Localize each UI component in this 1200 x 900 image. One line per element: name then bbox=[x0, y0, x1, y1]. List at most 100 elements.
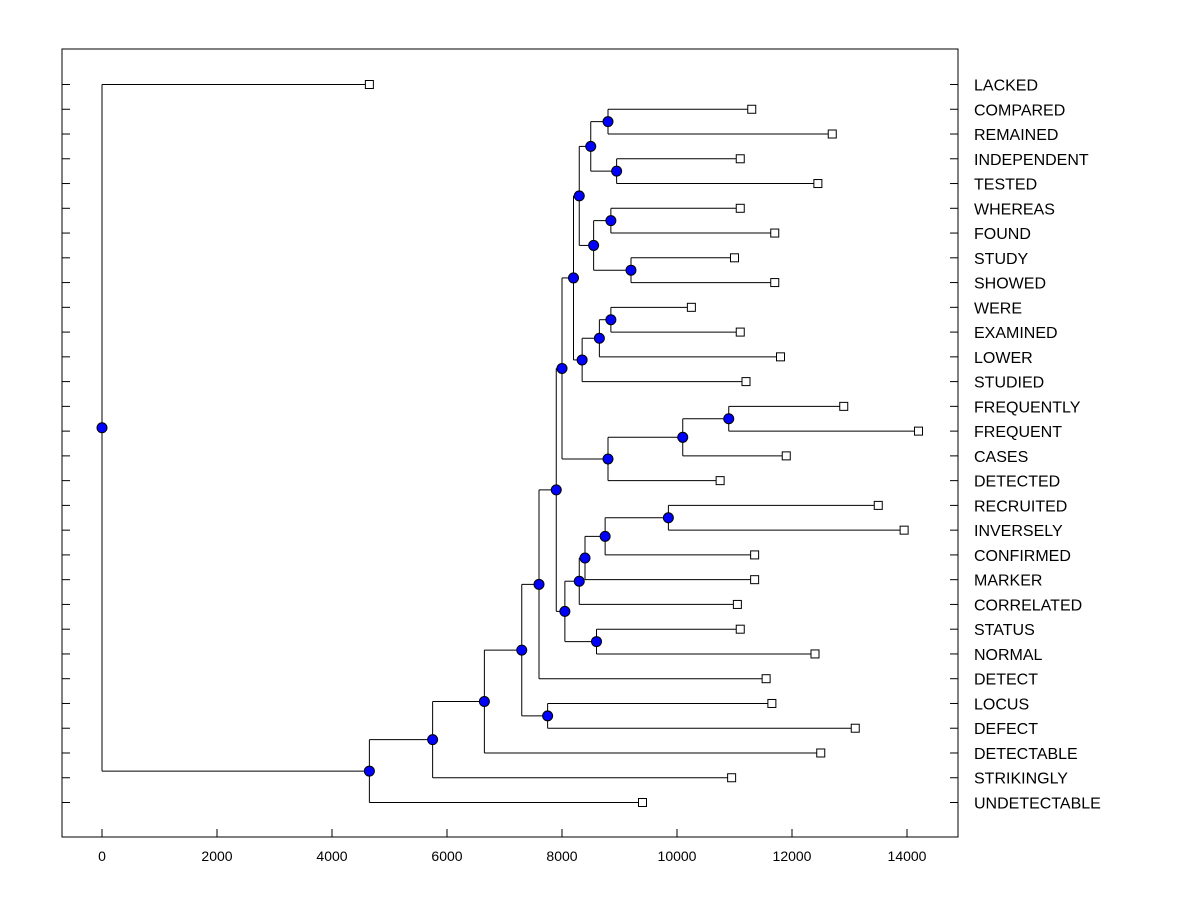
leaf-label: LACKED bbox=[974, 78, 1038, 95]
leaf-markers bbox=[364, 80, 923, 807]
leaf-label: LOCUS bbox=[974, 696, 1029, 713]
leaf-label: FOUND bbox=[974, 226, 1031, 243]
leaf-marker bbox=[747, 104, 757, 114]
leaf-marker bbox=[914, 426, 923, 436]
leaf-marker bbox=[741, 377, 751, 387]
merge-node bbox=[363, 765, 375, 777]
merge-nodes bbox=[96, 116, 735, 777]
leaf-marker bbox=[638, 798, 647, 807]
leaf-marker bbox=[767, 698, 777, 708]
x-axis-ticks: 0 2000 4000 6000 8000 10000 12000 14000 bbox=[98, 829, 927, 864]
leaf-label: STUDIED bbox=[974, 375, 1044, 392]
leaf-marker bbox=[899, 525, 909, 535]
leaf-label: UNDETECTABLE bbox=[974, 796, 1101, 813]
leaf-label: WERE bbox=[974, 300, 1022, 317]
x-tick-label: 14000 bbox=[888, 848, 927, 864]
leaf-label: COMPARED bbox=[974, 102, 1065, 119]
leaf-marker bbox=[873, 500, 883, 510]
merge-node bbox=[573, 575, 585, 587]
leaf-marker bbox=[735, 624, 745, 634]
merge-node bbox=[573, 190, 585, 202]
merge-node bbox=[542, 710, 554, 722]
leaf-label: SHOWED bbox=[974, 276, 1046, 293]
leaf-label: DETECT bbox=[974, 672, 1038, 689]
leaf-label: FREQUENT bbox=[974, 424, 1062, 441]
leaf-marker bbox=[816, 748, 826, 758]
leaf-marker bbox=[750, 575, 760, 585]
leaf-label: FREQUENTLY bbox=[974, 399, 1081, 416]
plot-frame bbox=[61, 48, 959, 838]
merge-node bbox=[677, 431, 689, 443]
leaf-label: STRIKINGLY bbox=[974, 771, 1068, 788]
merge-node bbox=[611, 165, 623, 177]
leaf-label: CORRELATED bbox=[974, 597, 1082, 614]
x-tick-label: 0 bbox=[98, 848, 106, 864]
leaf-marker bbox=[735, 154, 745, 164]
leaf-marker bbox=[727, 773, 737, 783]
leaf-label: EXAMINED bbox=[974, 325, 1058, 342]
leaf-label: LOWER bbox=[974, 350, 1033, 367]
merge-node bbox=[605, 314, 617, 326]
leaf-label: RECRUITED bbox=[974, 498, 1067, 515]
leaf-label: CONFIRMED bbox=[974, 548, 1071, 565]
leaf-marker bbox=[735, 327, 745, 337]
x-tick-label: 10000 bbox=[658, 848, 697, 864]
merge-node bbox=[605, 215, 617, 227]
leaf-labels: LACKED COMPARED REMAINED INDEPENDENT TESTED W… bbox=[974, 78, 1101, 813]
merge-node bbox=[478, 696, 490, 708]
leaf-marker bbox=[732, 599, 742, 609]
merge-node bbox=[576, 354, 588, 366]
leaf-marker bbox=[781, 451, 791, 461]
leaf-marker bbox=[715, 476, 725, 486]
merge-node bbox=[599, 530, 611, 542]
merge-node bbox=[533, 578, 545, 590]
leaf-label: DEFECT bbox=[974, 721, 1038, 738]
merge-node bbox=[602, 453, 614, 465]
merge-node bbox=[723, 413, 735, 425]
leaf-marker bbox=[827, 129, 837, 139]
leaf-marker bbox=[770, 228, 780, 238]
merge-node bbox=[96, 422, 108, 434]
leaf-label: DETECTED bbox=[974, 474, 1060, 491]
leaf-marker bbox=[750, 550, 760, 560]
merge-node bbox=[516, 644, 528, 656]
leaf-marker bbox=[813, 179, 823, 189]
merge-node bbox=[559, 605, 571, 617]
merge-node bbox=[662, 512, 674, 524]
merge-node bbox=[579, 552, 591, 564]
merge-node bbox=[585, 140, 597, 152]
leaf-label: WHEREAS bbox=[974, 201, 1055, 218]
leaf-label: STATUS bbox=[974, 622, 1035, 639]
x-tick-label: 12000 bbox=[773, 848, 812, 864]
left-tick-marks bbox=[62, 84, 70, 803]
leaf-label: STUDY bbox=[974, 251, 1029, 268]
merge-node bbox=[568, 272, 579, 284]
x-tick-label: 8000 bbox=[546, 848, 577, 864]
leaf-label: DETECTABLE bbox=[974, 746, 1078, 763]
merge-node bbox=[588, 239, 600, 251]
merge-node bbox=[625, 264, 637, 276]
right-tick-marks bbox=[950, 84, 958, 803]
leaf-marker bbox=[735, 203, 745, 213]
leaf-marker bbox=[839, 401, 849, 411]
leaf-label: REMAINED bbox=[974, 127, 1058, 144]
merge-node bbox=[591, 636, 602, 648]
leaf-label: NORMAL bbox=[974, 647, 1043, 664]
leaf-label: CASES bbox=[974, 449, 1028, 466]
leaf-label: MARKER bbox=[974, 573, 1042, 590]
merge-node bbox=[602, 116, 614, 128]
leaf-marker bbox=[686, 302, 696, 312]
leaf-label: INDEPENDENT bbox=[974, 152, 1089, 169]
leaf-label: INVERSELY bbox=[974, 523, 1063, 540]
leaf-marker bbox=[761, 674, 771, 684]
merge-node bbox=[550, 484, 562, 496]
leaf-marker bbox=[850, 723, 860, 733]
merge-node bbox=[593, 332, 605, 344]
leaf-marker bbox=[770, 278, 780, 288]
leaf-label: TESTED bbox=[974, 177, 1037, 194]
x-tick-label: 6000 bbox=[431, 848, 462, 864]
dendrogram-links bbox=[101, 84, 919, 803]
x-tick-label: 2000 bbox=[201, 848, 232, 864]
x-tick-label: 4000 bbox=[316, 848, 347, 864]
